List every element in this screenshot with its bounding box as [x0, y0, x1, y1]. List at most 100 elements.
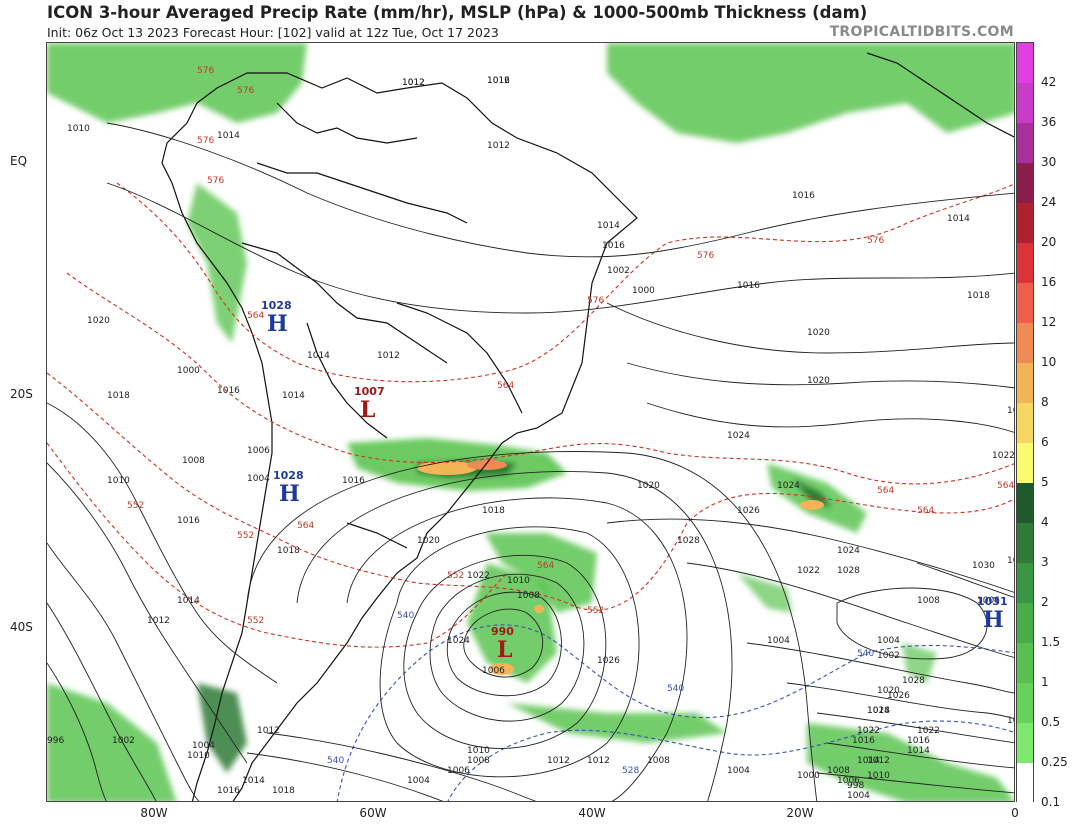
- colorbar-segment: [1017, 323, 1033, 364]
- map-canvas: 1012 101210101014101210161014101410161016…: [47, 43, 1015, 801]
- isobar-label: 1024: [727, 431, 750, 441]
- thickness-label: 540: [397, 611, 414, 621]
- thickness-label: 576: [697, 251, 714, 261]
- isobar-label: 1004: [247, 474, 270, 484]
- isobar-label: 1014: [907, 746, 930, 756]
- isobar-label: 1004: [727, 766, 750, 776]
- lon-label-0: 0: [1011, 806, 1019, 820]
- isobar-label: 1008: [517, 591, 540, 601]
- thickness-label: 552: [447, 571, 464, 581]
- precip-layer: [47, 43, 1014, 801]
- isobar-label: 1028: [902, 676, 925, 686]
- lat-label-eq: EQ: [10, 154, 28, 168]
- isobar-label: 1010: [107, 476, 130, 486]
- isobar-label: 1024: [867, 706, 890, 716]
- isobar-label: 1016: [907, 736, 930, 746]
- isobar-label: 1030: [972, 561, 995, 571]
- precip-colorbar: [1016, 42, 1034, 804]
- isobar-label: 1020: [637, 481, 660, 491]
- thickness-label: 540: [327, 756, 344, 766]
- isobar-label: 1004: [407, 776, 430, 786]
- thickness-label: 528: [622, 766, 639, 776]
- isobar-label: 1028: [677, 536, 700, 546]
- lon-label-60w: 60W: [359, 806, 387, 820]
- isobar-label: 1010: [187, 751, 210, 761]
- isobar-label: 1018: [967, 291, 990, 301]
- pressure-center-value: 1031: [977, 595, 1008, 608]
- isobar-label: 1026: [737, 506, 760, 516]
- colorbar-tick-label: 24: [1041, 195, 1057, 209]
- colorbar-tick-label: 5: [1041, 475, 1049, 489]
- thickness-label: 552: [247, 616, 264, 626]
- pressure-center-value: 1028: [273, 469, 304, 482]
- isobar-label: 1002: [112, 736, 135, 746]
- isobar-label: 1008: [827, 766, 850, 776]
- isobar-label: 1012: [377, 351, 400, 361]
- isobar-label: 1018: [482, 506, 505, 516]
- colorbar-segment: [1017, 43, 1033, 84]
- isobar-label: 996: [47, 736, 64, 746]
- pressure-center-letter: H: [983, 607, 1004, 633]
- isobar-label: 1000: [632, 286, 655, 296]
- colorbar-segment: [1017, 363, 1033, 404]
- isobar-label: 1008: [182, 456, 205, 466]
- thickness-label: 564: [297, 521, 314, 531]
- colorbar-segment: [1017, 403, 1033, 444]
- isobar-label: 998: [847, 781, 864, 791]
- isobar-label: 1010: [507, 576, 530, 586]
- colorbar-tick-label: 0.1: [1041, 795, 1061, 809]
- thickness-label: 576: [207, 176, 224, 186]
- thickness-label: 540: [667, 684, 684, 694]
- pressure-center-value: 1028: [261, 299, 292, 312]
- isobar-label: 1020: [87, 316, 110, 326]
- colorbar-segment: [1017, 643, 1033, 684]
- thickness-label: 564: [497, 381, 514, 391]
- lat-label-40s: 40S: [10, 620, 33, 634]
- pressure-center-letter: L: [360, 397, 375, 423]
- isobar-label-layer: 1012 101210101014101210161014101410161016…: [47, 76, 1015, 801]
- isobar-label: 1026: [887, 691, 910, 701]
- map-subtitle: Init: 06z Oct 13 2023 Forecast Hour: [10…: [47, 25, 499, 40]
- isobar-label: 1018: [107, 391, 130, 401]
- lat-label-20s: 20S: [10, 387, 33, 401]
- isobar-label: 1004: [192, 741, 215, 751]
- isobar-label: 1008: [467, 756, 490, 766]
- thickness-label: 564: [877, 486, 894, 496]
- isobar-label: 1022: [467, 571, 490, 581]
- isobar-label: 1022: [1007, 406, 1015, 416]
- colorbar-segment: [1017, 283, 1033, 324]
- isobar-label: 1020: [417, 536, 440, 546]
- colorbar-tick-label: 12: [1041, 315, 1057, 329]
- thickness-label: 552: [237, 531, 254, 541]
- isobar-label: 1008: [647, 756, 670, 766]
- colorbar-tick-label: 10: [1041, 355, 1057, 369]
- thickness-label: 576: [587, 296, 604, 306]
- isobar-label: 1006: [447, 766, 470, 776]
- colorbar-segment: [1017, 163, 1033, 204]
- isobar-label: 1018: [867, 706, 890, 716]
- weather-map[interactable]: 1012 1012 1010 1014 1012 1016 1014 1014 1016 1016…: [46, 42, 1015, 802]
- lon-label-80w: 80W: [140, 806, 168, 820]
- isobar-label: 1012: [487, 76, 510, 86]
- isobar-label: 1014: [217, 131, 240, 141]
- isobar-label: 1006: [482, 666, 505, 676]
- isobar-label: 1016: [217, 786, 240, 796]
- colorbar-tick-label: 1: [1041, 675, 1049, 689]
- lon-label-40w: 40W: [578, 806, 606, 820]
- isobar-label: 1008: [917, 596, 940, 606]
- thickness-label: 552: [587, 606, 604, 616]
- isobar-label: 1024: [1007, 716, 1015, 726]
- brand-watermark: TROPICALTIDBITS.COM: [829, 24, 1014, 40]
- isobar-label: 1022: [797, 566, 820, 576]
- colorbar-tick-label: 0.5: [1041, 715, 1061, 729]
- colorbar-segment: [1017, 683, 1033, 724]
- colorbar-tick-label: 16: [1041, 275, 1057, 289]
- colorbar-segment: [1017, 763, 1033, 804]
- thickness-label: 576: [867, 236, 884, 246]
- thickness-label: 540: [857, 649, 874, 659]
- thickness-label: 576: [237, 86, 254, 96]
- pressure-center-letter: H: [279, 481, 300, 507]
